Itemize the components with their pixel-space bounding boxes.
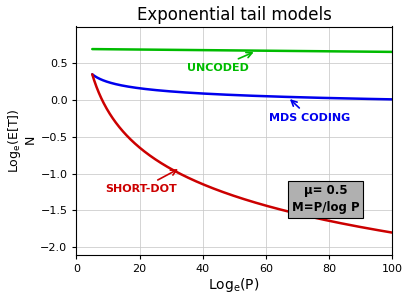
Y-axis label: $\mathregular{Log_e(E[T])}$
$\mathregular{N}$: $\mathregular{Log_e(E[T])}$ $\mathregula… bbox=[6, 108, 38, 173]
X-axis label: $\mathregular{Log_e(P)}$: $\mathregular{Log_e(P)}$ bbox=[208, 276, 260, 294]
Text: SHORT-DOT: SHORT-DOT bbox=[105, 170, 177, 194]
Text: UNCODED: UNCODED bbox=[187, 52, 252, 73]
Text: MDS CODING: MDS CODING bbox=[269, 100, 350, 123]
Text: μ= 0.5
M=P/log P: μ= 0.5 M=P/log P bbox=[292, 184, 359, 214]
Title: Exponential tail models: Exponential tail models bbox=[137, 6, 332, 24]
